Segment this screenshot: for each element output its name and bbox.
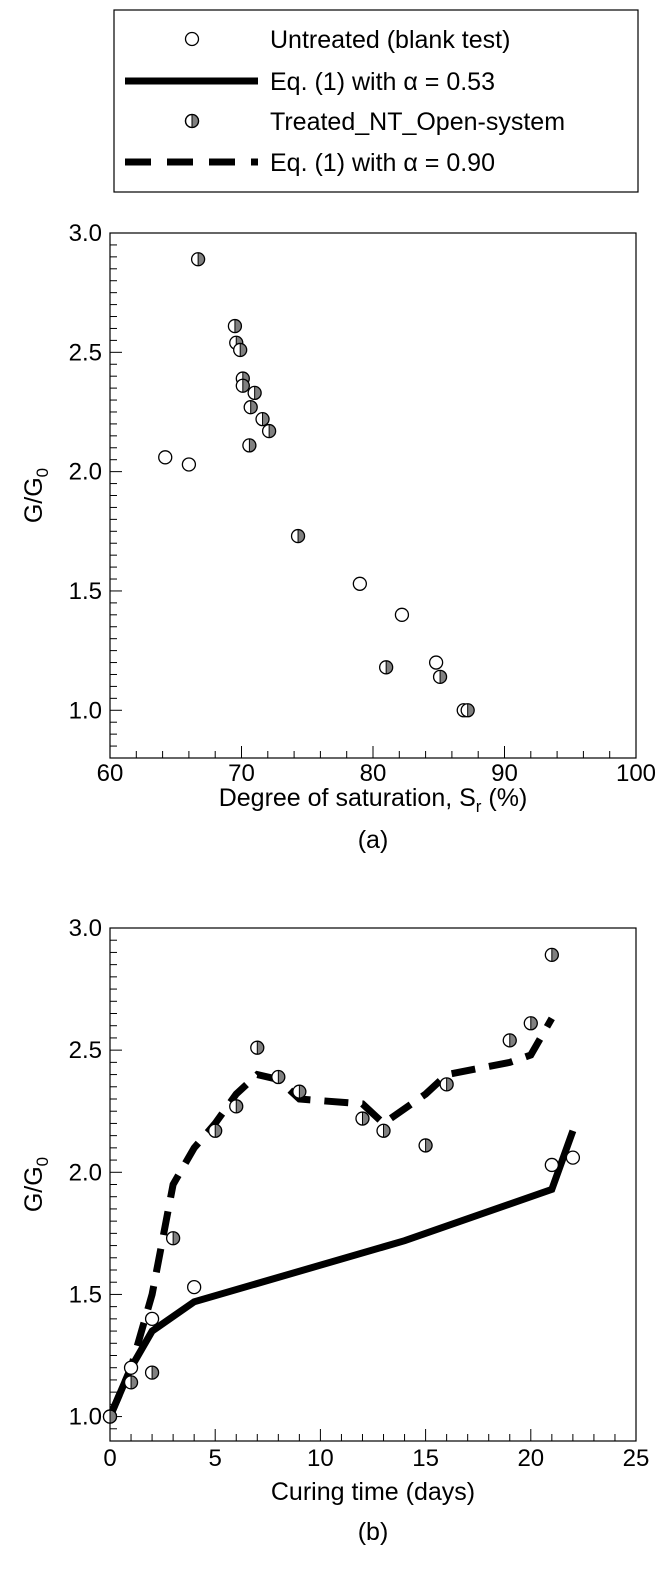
x-tick-label: 5 [209, 1445, 222, 1472]
chart-panel-b: 0 5 10 15 20 25 1.0 1.5 2.0 2.5 3.0 G/G0 Curing time… [20, 915, 649, 1546]
legend: Untreated (blank test) Eq. (1) with α = … [113, 9, 639, 193]
x-tick-label: 25 [623, 1445, 650, 1472]
legend-half-filled-circle-marker-icon [184, 113, 200, 129]
x-axis-label: Curing time (days) [271, 1478, 475, 1506]
x-tick-label: 20 [517, 1445, 544, 1472]
treated-data-point [544, 947, 559, 963]
untreated-data-point [428, 655, 444, 670]
chart-panel-a: 60 70 80 90 100 1.0 1.5 2.0 2.5 3.0 G/G0 Degree of … [20, 220, 656, 854]
y-tick-label: 2.5 [69, 339, 102, 366]
treated-data-point [229, 1099, 244, 1114]
treated-data-point [242, 438, 257, 453]
untreated-data-point [352, 576, 368, 591]
treated-data-point [250, 1040, 265, 1055]
legend-box [113, 9, 639, 193]
untreated-data-point [158, 450, 173, 465]
untreated-data-point [565, 1150, 581, 1165]
treated-data-point [102, 1409, 118, 1424]
treated-data-point [271, 1069, 286, 1085]
treated-data-point [523, 1016, 538, 1031]
treated-data-point [418, 1138, 433, 1153]
y-tick-label: 2.0 [69, 459, 102, 486]
y-tick-label: 3.0 [69, 915, 102, 942]
y-tick-label: 1.0 [69, 697, 102, 724]
y-tick-label: 1.5 [69, 578, 102, 605]
treated-data-point [235, 378, 250, 393]
x-tick-label: 15 [412, 1445, 439, 1472]
x-tick-label: 0 [103, 1445, 116, 1472]
x-tick-label: 100 [616, 760, 656, 787]
model-curve-alpha-090 [106, 1016, 555, 1418]
y-tick-label: 2.5 [69, 1037, 102, 1064]
treated-data-point [227, 318, 243, 334]
treated-data-point [376, 1123, 391, 1138]
treated-data-point [261, 423, 277, 439]
untreated-data-point [123, 1360, 139, 1375]
untreated-data-point [181, 457, 197, 472]
legend-label-treated: Treated_NT_Open-system [270, 108, 565, 136]
treated-data-point [290, 528, 306, 544]
treated-data-point [144, 1365, 160, 1380]
panel-label: (a) [358, 826, 389, 854]
treated-data-point [502, 1033, 517, 1048]
legend-label-eq-053: Eq. (1) with α = 0.53 [270, 68, 495, 96]
x-axis-label: Degree of saturation, Sr (%) [219, 784, 528, 816]
treated-data-point [247, 385, 262, 401]
treated-data-point [355, 1111, 370, 1126]
treated-data-point [123, 1375, 139, 1390]
treated-data-point [243, 400, 258, 415]
x-tick-label: 60 [97, 760, 124, 787]
untreated-data-point [144, 1311, 160, 1327]
model-curve-alpha-053 [106, 1129, 577, 1418]
y-tick-label: 1.0 [69, 1404, 102, 1431]
y-tick-label: 1.5 [69, 1281, 102, 1308]
y-axis-label: G/G0 [20, 468, 52, 523]
treated-data-point [432, 669, 448, 685]
legend-open-circle-marker-icon [184, 31, 200, 47]
x-tick-label: 10 [307, 1445, 334, 1472]
y-axis-label: G/G0 [20, 1157, 52, 1212]
x-tick-label: 70 [228, 760, 255, 787]
treated-data-point [165, 1231, 181, 1246]
treated-data-point [292, 1084, 307, 1099]
legend-label-eq-090: Eq. (1) with α = 0.90 [270, 149, 495, 177]
plot-frame [109, 232, 637, 759]
untreated-data-point [187, 1279, 202, 1295]
panel-label: (b) [358, 1518, 389, 1546]
treated-data-point [190, 252, 206, 267]
y-tick-label: 3.0 [69, 220, 102, 247]
treated-data-point [439, 1077, 454, 1092]
treated-data-point [460, 703, 475, 718]
treated-data-point [233, 342, 248, 358]
x-tick-label: 80 [360, 760, 387, 787]
legend-label-untreated: Untreated (blank test) [270, 26, 510, 54]
untreated-data-point [394, 607, 410, 622]
treated-data-point [378, 660, 394, 675]
y-tick-label: 2.0 [69, 1159, 102, 1186]
x-tick-label: 90 [491, 760, 518, 787]
untreated-data-point [544, 1157, 559, 1173]
treated-data-point [208, 1123, 223, 1138]
treated-data-point [255, 411, 270, 427]
